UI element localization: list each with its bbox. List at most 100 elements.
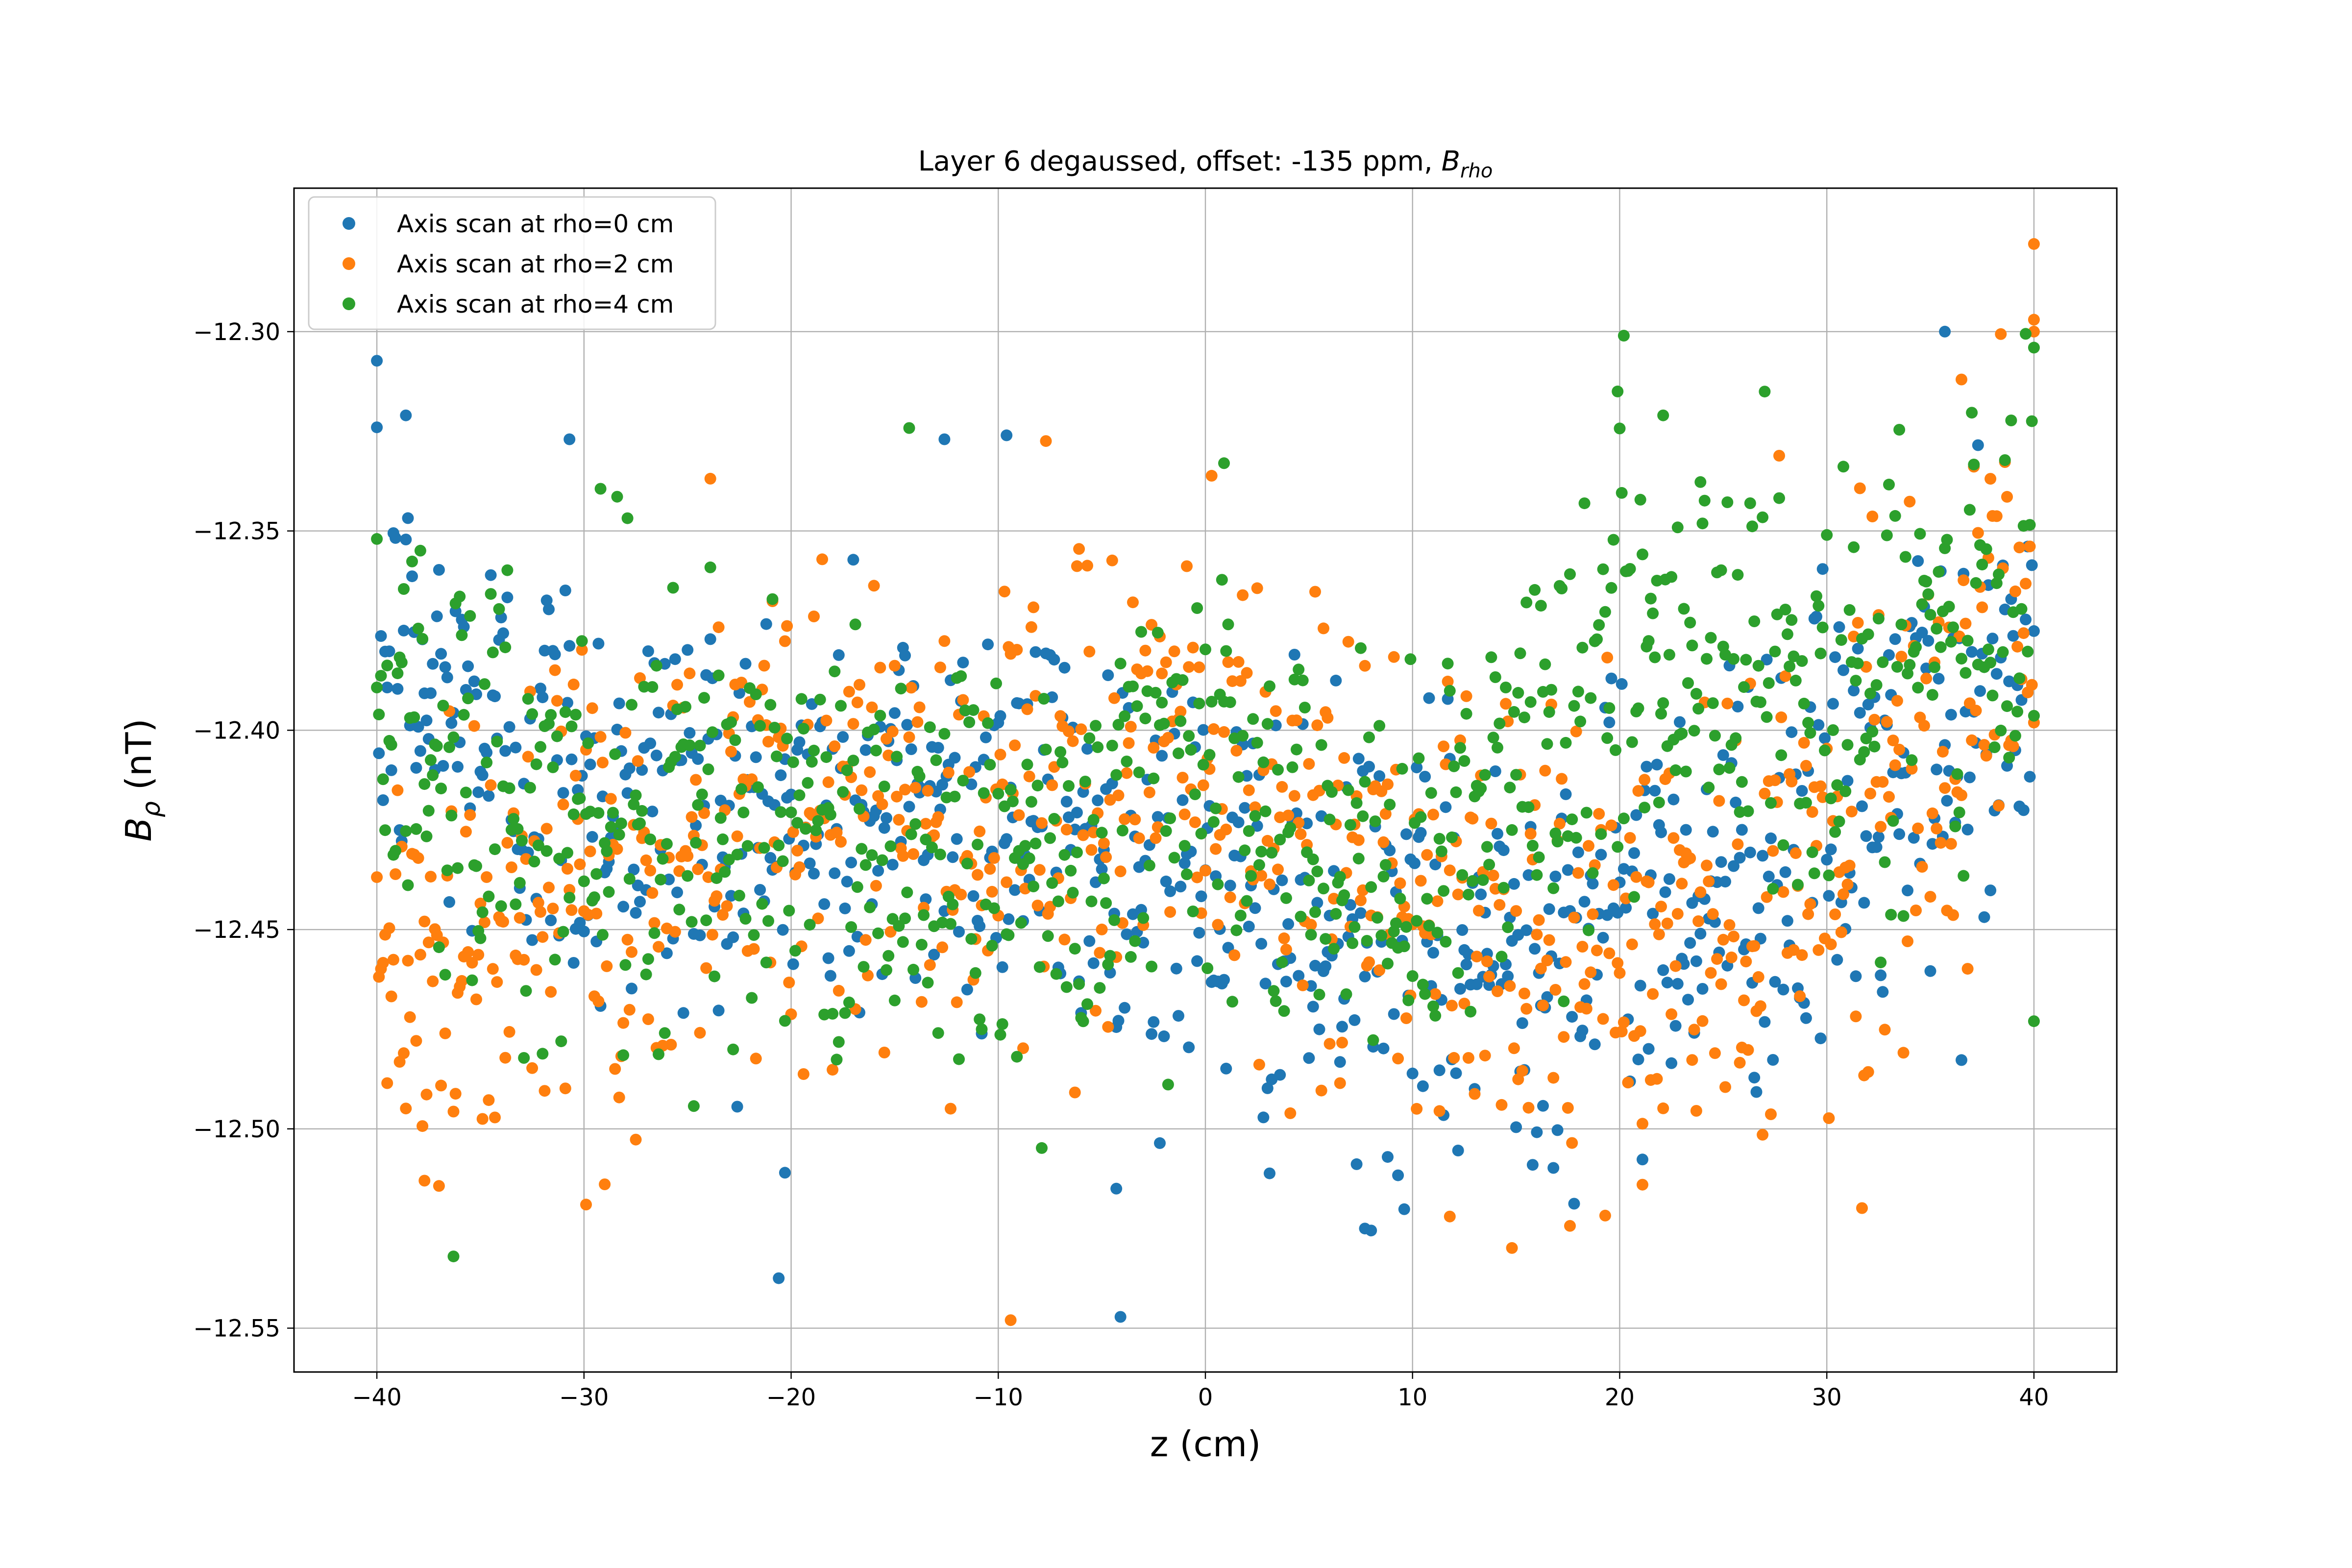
data-point xyxy=(1639,802,1651,814)
data-point xyxy=(1893,424,1906,436)
data-point xyxy=(1342,784,1354,796)
data-point xyxy=(787,958,799,970)
data-point xyxy=(1713,795,1725,807)
data-point xyxy=(1872,831,1885,843)
data-point xyxy=(578,925,590,937)
data-point xyxy=(1245,870,1257,882)
data-point xyxy=(379,824,391,836)
data-point xyxy=(1218,726,1230,738)
data-point xyxy=(481,757,493,769)
x-axis-label: z (cm) xyxy=(1150,1423,1261,1465)
data-point xyxy=(974,920,986,932)
data-point xyxy=(1220,645,1232,657)
data-point xyxy=(1146,1028,1158,1040)
data-point xyxy=(532,897,544,909)
data-point xyxy=(1348,1014,1361,1026)
data-point xyxy=(1644,592,1657,605)
data-point xyxy=(829,665,841,678)
data-point xyxy=(957,657,969,669)
data-point xyxy=(1212,919,1224,931)
data-point xyxy=(1916,861,1928,873)
data-point xyxy=(1452,1145,1464,1156)
data-point xyxy=(1510,769,1522,781)
data-point xyxy=(1875,956,1887,969)
data-point xyxy=(696,788,708,801)
data-point xyxy=(733,889,745,902)
data-point xyxy=(721,900,733,912)
data-point xyxy=(1912,822,1924,834)
data-point xyxy=(1864,687,1876,700)
data-point xyxy=(1854,482,1866,494)
data-point xyxy=(1678,603,1690,615)
data-point xyxy=(957,775,969,787)
data-point xyxy=(1769,774,1781,786)
data-point xyxy=(1011,644,1023,656)
data-point xyxy=(1176,772,1189,784)
data-point xyxy=(1526,1159,1539,1171)
data-point xyxy=(1359,1223,1371,1235)
data-point xyxy=(1897,1047,1910,1059)
data-point xyxy=(1624,563,1636,575)
data-point xyxy=(1910,905,1922,916)
data-point xyxy=(1856,800,1868,812)
legend-label-rho4: Axis scan at rho=4 cm xyxy=(397,290,674,318)
data-point xyxy=(911,716,924,728)
data-point xyxy=(1494,899,1506,911)
data-point xyxy=(1730,796,1742,808)
data-point xyxy=(878,1047,890,1058)
data-point xyxy=(1694,928,1707,940)
data-point xyxy=(1750,1086,1763,1098)
data-point xyxy=(1833,621,1845,633)
data-point xyxy=(1454,983,1466,995)
data-point xyxy=(1570,832,1582,844)
data-point xyxy=(1850,675,1862,687)
data-point xyxy=(605,793,617,805)
data-point xyxy=(1902,884,1913,897)
data-point xyxy=(1993,568,2005,581)
data-point xyxy=(1543,903,1555,915)
data-point xyxy=(1811,611,1822,623)
data-point xyxy=(1601,732,1614,744)
data-point xyxy=(1792,879,1804,891)
data-point xyxy=(1841,775,1854,787)
data-point xyxy=(402,512,414,524)
data-point xyxy=(1448,760,1460,772)
data-point xyxy=(1835,926,1847,938)
data-point xyxy=(2020,578,2032,590)
data-point xyxy=(1460,958,1472,971)
data-point xyxy=(1485,651,1497,663)
data-point xyxy=(1419,771,1431,783)
data-point xyxy=(539,644,551,657)
data-point xyxy=(402,879,414,891)
data-point xyxy=(1278,1005,1290,1017)
data-point xyxy=(456,975,468,987)
data-point xyxy=(1759,1016,1771,1028)
data-point xyxy=(859,934,872,946)
data-point xyxy=(1352,834,1365,846)
data-point xyxy=(1514,647,1526,660)
data-point xyxy=(1899,551,1911,563)
data-point xyxy=(1176,794,1189,806)
data-point xyxy=(1637,1118,1648,1130)
data-point xyxy=(909,818,922,830)
data-point xyxy=(1110,1182,1123,1195)
data-point xyxy=(1350,797,1363,809)
data-point xyxy=(1357,810,1369,822)
data-point xyxy=(1452,888,1464,901)
data-point xyxy=(478,678,490,690)
data-point xyxy=(565,720,578,733)
data-point xyxy=(682,644,694,656)
data-point xyxy=(1647,988,1659,1000)
data-point xyxy=(1137,912,1150,924)
data-point xyxy=(1280,943,1292,956)
data-point xyxy=(559,706,571,718)
data-point xyxy=(827,1007,839,1020)
data-point xyxy=(1069,1086,1081,1099)
data-point xyxy=(1769,976,1781,988)
data-point xyxy=(915,996,928,1008)
data-point xyxy=(1748,1072,1761,1084)
data-point xyxy=(1811,590,1822,602)
data-point xyxy=(385,764,397,776)
data-point xyxy=(435,1079,447,1092)
data-point xyxy=(1338,889,1350,901)
